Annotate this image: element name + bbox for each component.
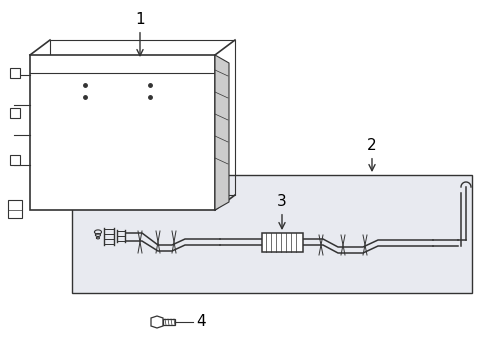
- Text: 1: 1: [135, 12, 144, 56]
- Text: 2: 2: [366, 138, 376, 171]
- Polygon shape: [10, 108, 20, 118]
- Polygon shape: [10, 68, 20, 78]
- Text: 3: 3: [277, 194, 286, 229]
- Polygon shape: [163, 319, 175, 325]
- Bar: [72, 175, 471, 293]
- Polygon shape: [8, 200, 22, 218]
- Polygon shape: [151, 316, 163, 328]
- Polygon shape: [215, 55, 228, 210]
- Polygon shape: [262, 233, 303, 252]
- Polygon shape: [30, 55, 215, 210]
- Polygon shape: [10, 155, 20, 165]
- Text: 4: 4: [196, 315, 205, 329]
